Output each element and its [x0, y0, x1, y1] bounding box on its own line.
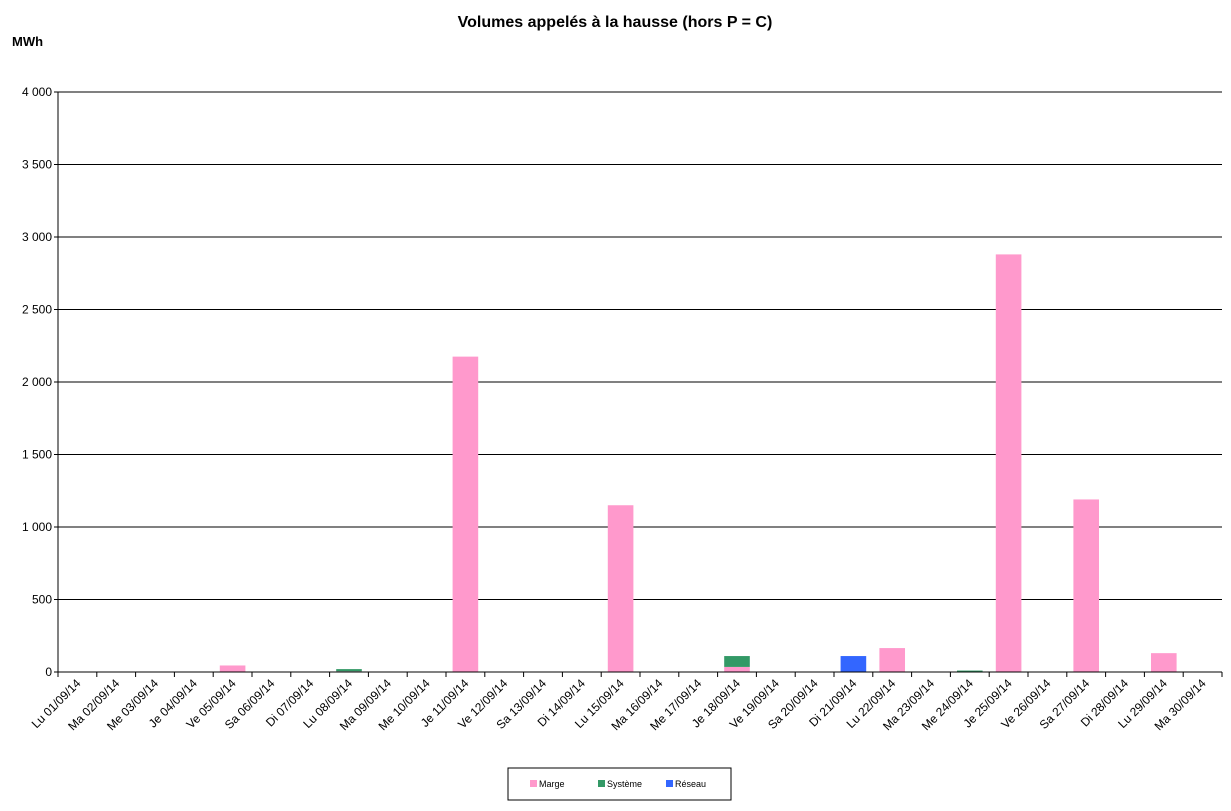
- y-tick-label: 3 000: [22, 230, 52, 244]
- legend-label: Système: [607, 779, 642, 789]
- bar: [1073, 499, 1100, 672]
- legend-box: [507, 767, 732, 801]
- y-tick-label: 1 500: [22, 448, 52, 462]
- legend-label: Marge: [539, 779, 565, 789]
- y-tick-label: 3 500: [22, 158, 52, 172]
- legend-swatch: [598, 780, 605, 787]
- bar: [995, 254, 1022, 672]
- y-tick-label: 4 000: [22, 85, 52, 99]
- y-tick-label: 0: [45, 665, 52, 679]
- y-tick-label: 2 000: [22, 375, 52, 389]
- legend-swatch: [666, 780, 673, 787]
- y-axis-label: MWh: [12, 34, 43, 49]
- y-tick-label: 2 500: [22, 303, 52, 317]
- bar: [956, 670, 983, 672]
- y-tick-label: 1 000: [22, 520, 52, 534]
- bar: [724, 666, 750, 672]
- bar: [219, 665, 246, 672]
- bar: [336, 669, 362, 672]
- bar: [1150, 653, 1177, 672]
- bar: [452, 356, 479, 672]
- bar: [879, 648, 906, 672]
- bar: [607, 505, 634, 672]
- chart-title: Volumes appelés à la hausse (hors P = C): [458, 14, 773, 31]
- y-tick-label: 500: [32, 593, 52, 607]
- bar: [724, 656, 750, 667]
- legend-swatch: [530, 780, 537, 787]
- legend-label: Réseau: [675, 779, 706, 789]
- bar: [840, 656, 867, 672]
